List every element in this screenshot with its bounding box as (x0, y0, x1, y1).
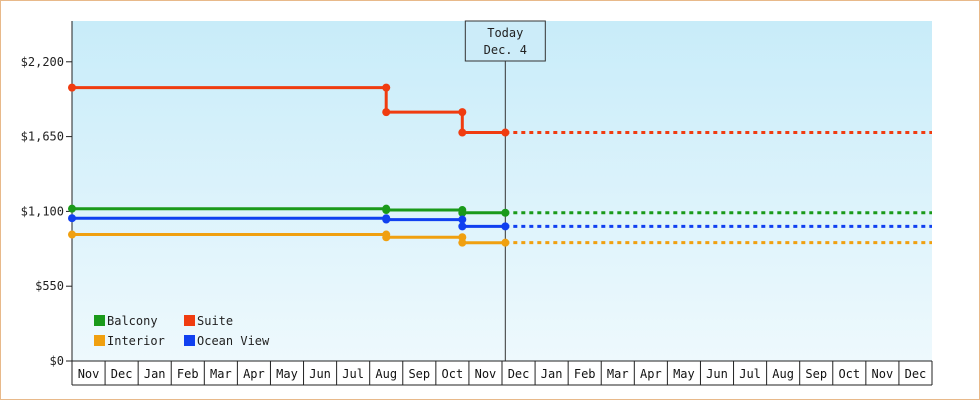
series-lines (68, 83, 932, 247)
data-point (501, 238, 510, 247)
data-point (458, 222, 467, 231)
month-label: Apr (640, 367, 662, 381)
today-label: Today (487, 26, 523, 40)
legend-label: Suite (197, 314, 233, 328)
data-point (382, 215, 391, 224)
today-marker: Today Dec. 4 (464, 20, 546, 361)
month-label: Nov (475, 367, 497, 381)
month-label: May (276, 367, 298, 381)
month-label: Oct (838, 367, 860, 381)
month-label: Feb (177, 367, 199, 381)
month-label: Nov (78, 367, 100, 381)
legend-label: Ocean View (197, 334, 270, 348)
series-line-ocean-view (72, 216, 506, 228)
x-axis: Nov Dec Jan Feb Mar Apr May Jun Jul Aug Sep Oct Nov D… (71, 360, 933, 386)
month-label: Jun (706, 367, 728, 381)
data-point (501, 208, 510, 217)
data-point (458, 208, 467, 217)
data-point (382, 83, 391, 92)
data-point (382, 206, 391, 215)
data-point (68, 204, 76, 213)
legend-label: Interior (107, 334, 165, 348)
month-label: Nov (872, 367, 894, 381)
month-label: Jun (309, 367, 331, 381)
data-point (68, 83, 76, 92)
data-point (458, 238, 467, 247)
data-point (501, 128, 510, 137)
month-label: Oct (442, 367, 464, 381)
month-label: Jul (739, 367, 761, 381)
month-label: Aug (375, 367, 397, 381)
y-axis: $0 $550 $1,100 $1,650 $2,200 (21, 21, 73, 385)
data-point (501, 222, 510, 231)
month-label: Feb (574, 367, 596, 381)
legend-label: Balcony (107, 314, 158, 328)
legend-swatch (94, 335, 105, 346)
month-label: May (673, 367, 695, 381)
data-point (382, 233, 391, 242)
series-line-suite (72, 86, 506, 134)
y-tick-label: $0 (50, 354, 64, 368)
month-label: Mar (210, 367, 232, 381)
data-point (382, 108, 391, 117)
data-point (458, 108, 467, 117)
y-tick-label: $1,650 (21, 130, 64, 144)
y-tick-label: $1,100 (21, 204, 64, 218)
month-label: Jan (541, 367, 563, 381)
month-label: Dec (508, 367, 530, 381)
series-line-balcony (72, 207, 506, 215)
legend-swatch (184, 335, 195, 346)
today-box (464, 20, 546, 62)
month-label: Sep (408, 367, 430, 381)
y-tick-label: $550 (35, 279, 64, 293)
legend-swatch (94, 315, 105, 326)
month-label: Apr (243, 367, 265, 381)
month-label: Jan (144, 367, 166, 381)
data-point (458, 128, 467, 137)
month-label: Dec (905, 367, 927, 381)
legend-swatch (184, 315, 195, 326)
y-tick-label: $2,200 (21, 55, 64, 69)
month-label: Sep (805, 367, 827, 381)
data-point (68, 230, 76, 239)
series-line-interior (72, 233, 506, 245)
month-label: Mar (607, 367, 629, 381)
month-label: Jul (342, 367, 364, 381)
plot-area (72, 21, 932, 361)
month-label: Aug (772, 367, 794, 381)
month-label: Dec (111, 367, 133, 381)
data-point (458, 215, 467, 224)
data-point (68, 214, 76, 223)
legend: Balcony Suite Interior Ocean View (94, 314, 270, 348)
today-date-label: Dec. 4 (484, 43, 527, 57)
